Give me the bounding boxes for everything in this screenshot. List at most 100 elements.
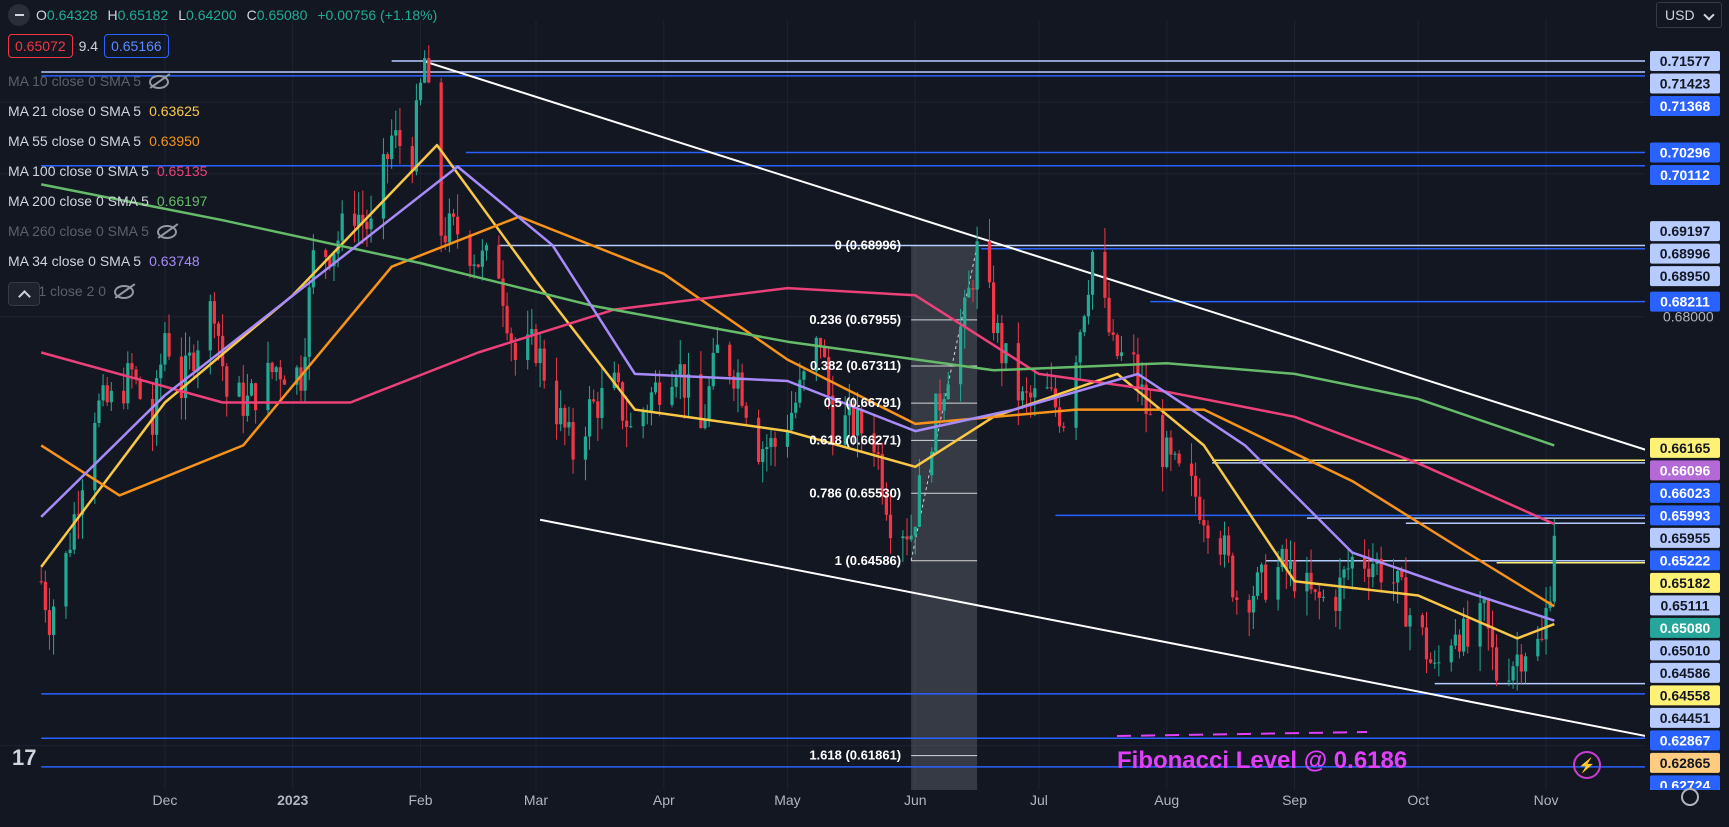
candle-body-149 (901, 536, 905, 539)
candle-body-9 (93, 422, 97, 491)
candle-body-16 (130, 363, 134, 370)
candle-body-126 (765, 447, 769, 450)
fib-labels: 0 (0.68996) 0.236 (0.67955) 0.382 (0.67311… (809, 237, 901, 762)
price-tag-16: 0.65111 (1660, 597, 1709, 613)
indicator-4[interactable]: MA 200 close 0 SMA 5 0.66197 (8, 193, 207, 209)
price-tag-6: 0.68996 (1660, 246, 1711, 262)
candle-body-161 (967, 288, 971, 298)
candle-body-181 (1082, 316, 1086, 333)
candle-body-220 (1309, 572, 1313, 590)
candle-body-138 (831, 395, 835, 445)
candle-body-116 (707, 386, 711, 420)
candle-body-58 (369, 218, 373, 230)
candle-body-75 (472, 264, 476, 266)
candle-body-99 (612, 372, 616, 389)
x-tick-5: May (774, 792, 800, 808)
candle-body-110 (674, 377, 678, 387)
candle-body-88 (542, 348, 546, 381)
candle-body-260 (1540, 638, 1544, 640)
indicator-1[interactable]: MA 21 close 0 SMA 5 0.63625 (8, 103, 200, 119)
candle-body-150 (905, 536, 909, 540)
price-tag-5: 0.69197 (1660, 223, 1711, 239)
candle-body-93 (571, 422, 575, 460)
candle-body-112 (682, 364, 686, 398)
ohlc-open: O0.64328 (36, 7, 98, 23)
candle-body-153 (917, 475, 921, 527)
symbol-menu-icon[interactable] (8, 4, 30, 26)
candle-body-119 (728, 344, 732, 377)
candle-body-231 (1371, 563, 1375, 577)
candle-body-173 (1033, 388, 1037, 398)
price-tag-bg-19 (1650, 662, 1720, 683)
candle-body-124 (756, 417, 761, 463)
candle-body-234 (1391, 582, 1396, 584)
eye-hidden-icon[interactable] (149, 75, 170, 90)
candle-body-100 (616, 372, 621, 383)
buy-button[interactable]: 0.65166 (104, 34, 169, 58)
x-tick-11: Nov (1534, 792, 1559, 808)
price-tag-bg-20 (1650, 685, 1720, 706)
lightning-icon[interactable]: ⚡ (1573, 751, 1601, 779)
candle-body-117 (711, 352, 715, 387)
fib-zone (910, 244, 982, 791)
candle-body-154 (930, 451, 934, 476)
price-tag-bg-14 (1650, 550, 1720, 571)
price-tag-bg-23 (1650, 752, 1720, 773)
candle-body-17 (134, 369, 138, 379)
time-axis[interactable]: Dec 2023 Feb Mar Apr May Jun Jul Aug Sep Oct Nov (0, 790, 1729, 827)
candle-body-186 (1111, 332, 1115, 335)
candle-body-152 (913, 526, 917, 536)
candle-body-208 (1235, 597, 1239, 600)
indicator-2[interactable]: MA 55 close 0 SMA 5 0.63950 (8, 133, 200, 149)
candle-body-46 (303, 356, 307, 391)
x-tick-6: Jun (904, 792, 927, 808)
candle-body-165 (991, 282, 996, 334)
sell-button[interactable]: 0.65072 (8, 34, 73, 58)
currency-select[interactable]: USD (1656, 2, 1722, 28)
candle-body-162 (971, 288, 975, 290)
candle-body-167 (1000, 323, 1004, 364)
candle-body-60 (385, 154, 390, 160)
candle-body-50 (328, 256, 332, 266)
price-tag-20: 0.64558 (1660, 687, 1711, 703)
candle-body-189 (1132, 352, 1136, 355)
price-tag-bg-15 (1650, 572, 1720, 593)
gear-icon[interactable] (1681, 788, 1699, 806)
candle-body-108 (658, 382, 662, 405)
candle-body-37 (249, 383, 254, 396)
candle-body-96 (592, 399, 596, 402)
candle-body-195 (1165, 437, 1169, 468)
indicator-0[interactable]: MA 10 close 0 SMA 5 (8, 73, 170, 90)
candle-body-257 (1519, 654, 1523, 672)
eye-hidden-icon[interactable] (156, 225, 177, 240)
candle-body-27 (192, 352, 196, 372)
candle-body-51 (332, 253, 336, 266)
y-tick-2: 0.68000 (1663, 309, 1714, 325)
candle-body-228 (1350, 556, 1354, 569)
candle-body-103 (629, 426, 633, 428)
candle-body-132 (798, 379, 802, 403)
indicator-label: MA 100 close 0 SMA 5 (8, 163, 149, 179)
candle-body-114 (699, 374, 703, 429)
candle-body-223 (1321, 596, 1326, 598)
price-tag-13: 0.65955 (1660, 530, 1711, 546)
candle-body-7 (76, 514, 80, 516)
indicator-5[interactable]: MA 260 close 0 SMA 5 (8, 223, 177, 240)
candle-body-97 (596, 401, 600, 418)
candle-body-15 (126, 363, 130, 404)
candle-body-68 (427, 58, 431, 83)
candle-body-254 (1507, 680, 1511, 682)
candle-body-182 (1086, 294, 1091, 317)
collapse-legend-button[interactable] (8, 282, 40, 306)
candle-body-8 (80, 490, 85, 515)
indicator-6[interactable]: MA 34 close 0 SMA 5 0.63748 (8, 253, 200, 269)
candle-body-147 (884, 495, 889, 515)
eye-hidden-icon[interactable] (114, 285, 135, 300)
candle-body-6 (72, 514, 76, 550)
candle-body-163 (975, 241, 979, 290)
price-tag-bg-3 (1650, 142, 1720, 163)
candle-body-194 (1161, 415, 1165, 468)
candle-body-71 (447, 213, 451, 243)
indicator-3[interactable]: MA 100 close 0 SMA 5 0.65135 (8, 163, 207, 179)
